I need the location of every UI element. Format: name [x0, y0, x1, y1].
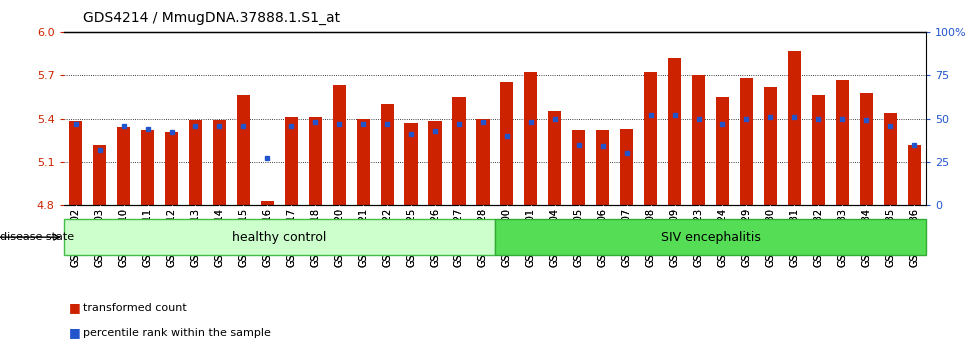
Text: ■: ■	[69, 326, 80, 339]
Bar	[237, 96, 250, 205]
Text: GSM347816: GSM347816	[263, 208, 272, 267]
Text: GSM347821: GSM347821	[358, 208, 368, 267]
Bar	[715, 97, 729, 205]
Bar	[788, 51, 801, 205]
Text: GSM347826: GSM347826	[430, 208, 440, 267]
Text: GSM347808: GSM347808	[646, 208, 656, 267]
Text: GSM347822: GSM347822	[382, 208, 392, 267]
Text: GSM347823: GSM347823	[694, 208, 704, 267]
Text: GSM347828: GSM347828	[478, 208, 488, 267]
Text: GSM347809: GSM347809	[669, 208, 679, 267]
Bar	[907, 144, 920, 205]
Bar	[93, 144, 106, 205]
Bar	[141, 130, 154, 205]
Text: GSM347829: GSM347829	[742, 208, 752, 267]
Bar	[548, 112, 562, 205]
Bar	[572, 130, 585, 205]
Text: GSM347812: GSM347812	[167, 208, 176, 267]
Text: GSM347832: GSM347832	[813, 208, 823, 267]
Text: GSM347815: GSM347815	[238, 208, 248, 267]
Text: GDS4214 / MmugDNA.37888.1.S1_at: GDS4214 / MmugDNA.37888.1.S1_at	[83, 11, 340, 25]
Text: GSM347801: GSM347801	[526, 208, 536, 267]
Text: SIV encephalitis: SIV encephalitis	[661, 231, 760, 244]
Text: GSM347805: GSM347805	[573, 208, 584, 267]
Bar	[284, 117, 298, 205]
Text: GSM347807: GSM347807	[621, 208, 632, 267]
Bar	[644, 72, 658, 205]
Bar	[836, 80, 849, 205]
Text: GSM347834: GSM347834	[861, 208, 871, 267]
Text: GSM347833: GSM347833	[837, 208, 848, 267]
Text: GSM347835: GSM347835	[885, 208, 895, 267]
Bar	[668, 58, 681, 205]
Text: GSM347814: GSM347814	[215, 208, 224, 267]
Bar	[596, 130, 610, 205]
Text: GSM347806: GSM347806	[598, 208, 608, 267]
Bar	[740, 78, 753, 205]
Text: ■: ■	[69, 302, 80, 314]
Text: GSM347827: GSM347827	[454, 208, 464, 267]
Bar	[884, 113, 897, 205]
Bar	[763, 87, 777, 205]
Bar	[500, 82, 514, 205]
Text: percentile rank within the sample: percentile rank within the sample	[83, 328, 271, 338]
Bar	[811, 96, 825, 205]
Bar	[476, 119, 489, 205]
Text: GSM347813: GSM347813	[190, 208, 201, 267]
Bar	[453, 97, 466, 205]
Bar	[64, 219, 495, 255]
Bar	[692, 75, 705, 205]
Bar	[428, 121, 442, 205]
Bar	[380, 104, 394, 205]
Bar	[117, 127, 130, 205]
Text: GSM347831: GSM347831	[789, 208, 800, 267]
Text: GSM347830: GSM347830	[765, 208, 775, 267]
Bar	[859, 92, 873, 205]
Bar	[189, 120, 202, 205]
Bar	[261, 201, 273, 205]
Text: GSM347824: GSM347824	[717, 208, 727, 267]
Bar	[405, 123, 417, 205]
Bar	[165, 132, 178, 205]
Bar	[357, 119, 369, 205]
Bar	[620, 129, 633, 205]
Text: GSM347800: GSM347800	[502, 208, 512, 267]
Bar	[524, 72, 537, 205]
Bar	[69, 121, 82, 205]
Text: GSM347836: GSM347836	[909, 208, 919, 267]
Text: GSM347818: GSM347818	[311, 208, 320, 267]
Text: GSM347804: GSM347804	[550, 208, 560, 267]
Text: transformed count: transformed count	[83, 303, 187, 313]
Text: GSM347802: GSM347802	[71, 208, 80, 267]
Text: GSM347811: GSM347811	[142, 208, 153, 267]
Bar	[495, 219, 926, 255]
Text: healthy control: healthy control	[232, 231, 326, 244]
Text: GSM347820: GSM347820	[334, 208, 344, 267]
Bar	[309, 117, 321, 205]
Bar	[332, 85, 346, 205]
Text: GSM347803: GSM347803	[95, 208, 105, 267]
Text: GSM347817: GSM347817	[286, 208, 296, 267]
Text: GSM347825: GSM347825	[406, 208, 416, 267]
Text: GSM347810: GSM347810	[119, 208, 128, 267]
Bar	[213, 120, 226, 205]
Text: disease state: disease state	[0, 232, 74, 242]
